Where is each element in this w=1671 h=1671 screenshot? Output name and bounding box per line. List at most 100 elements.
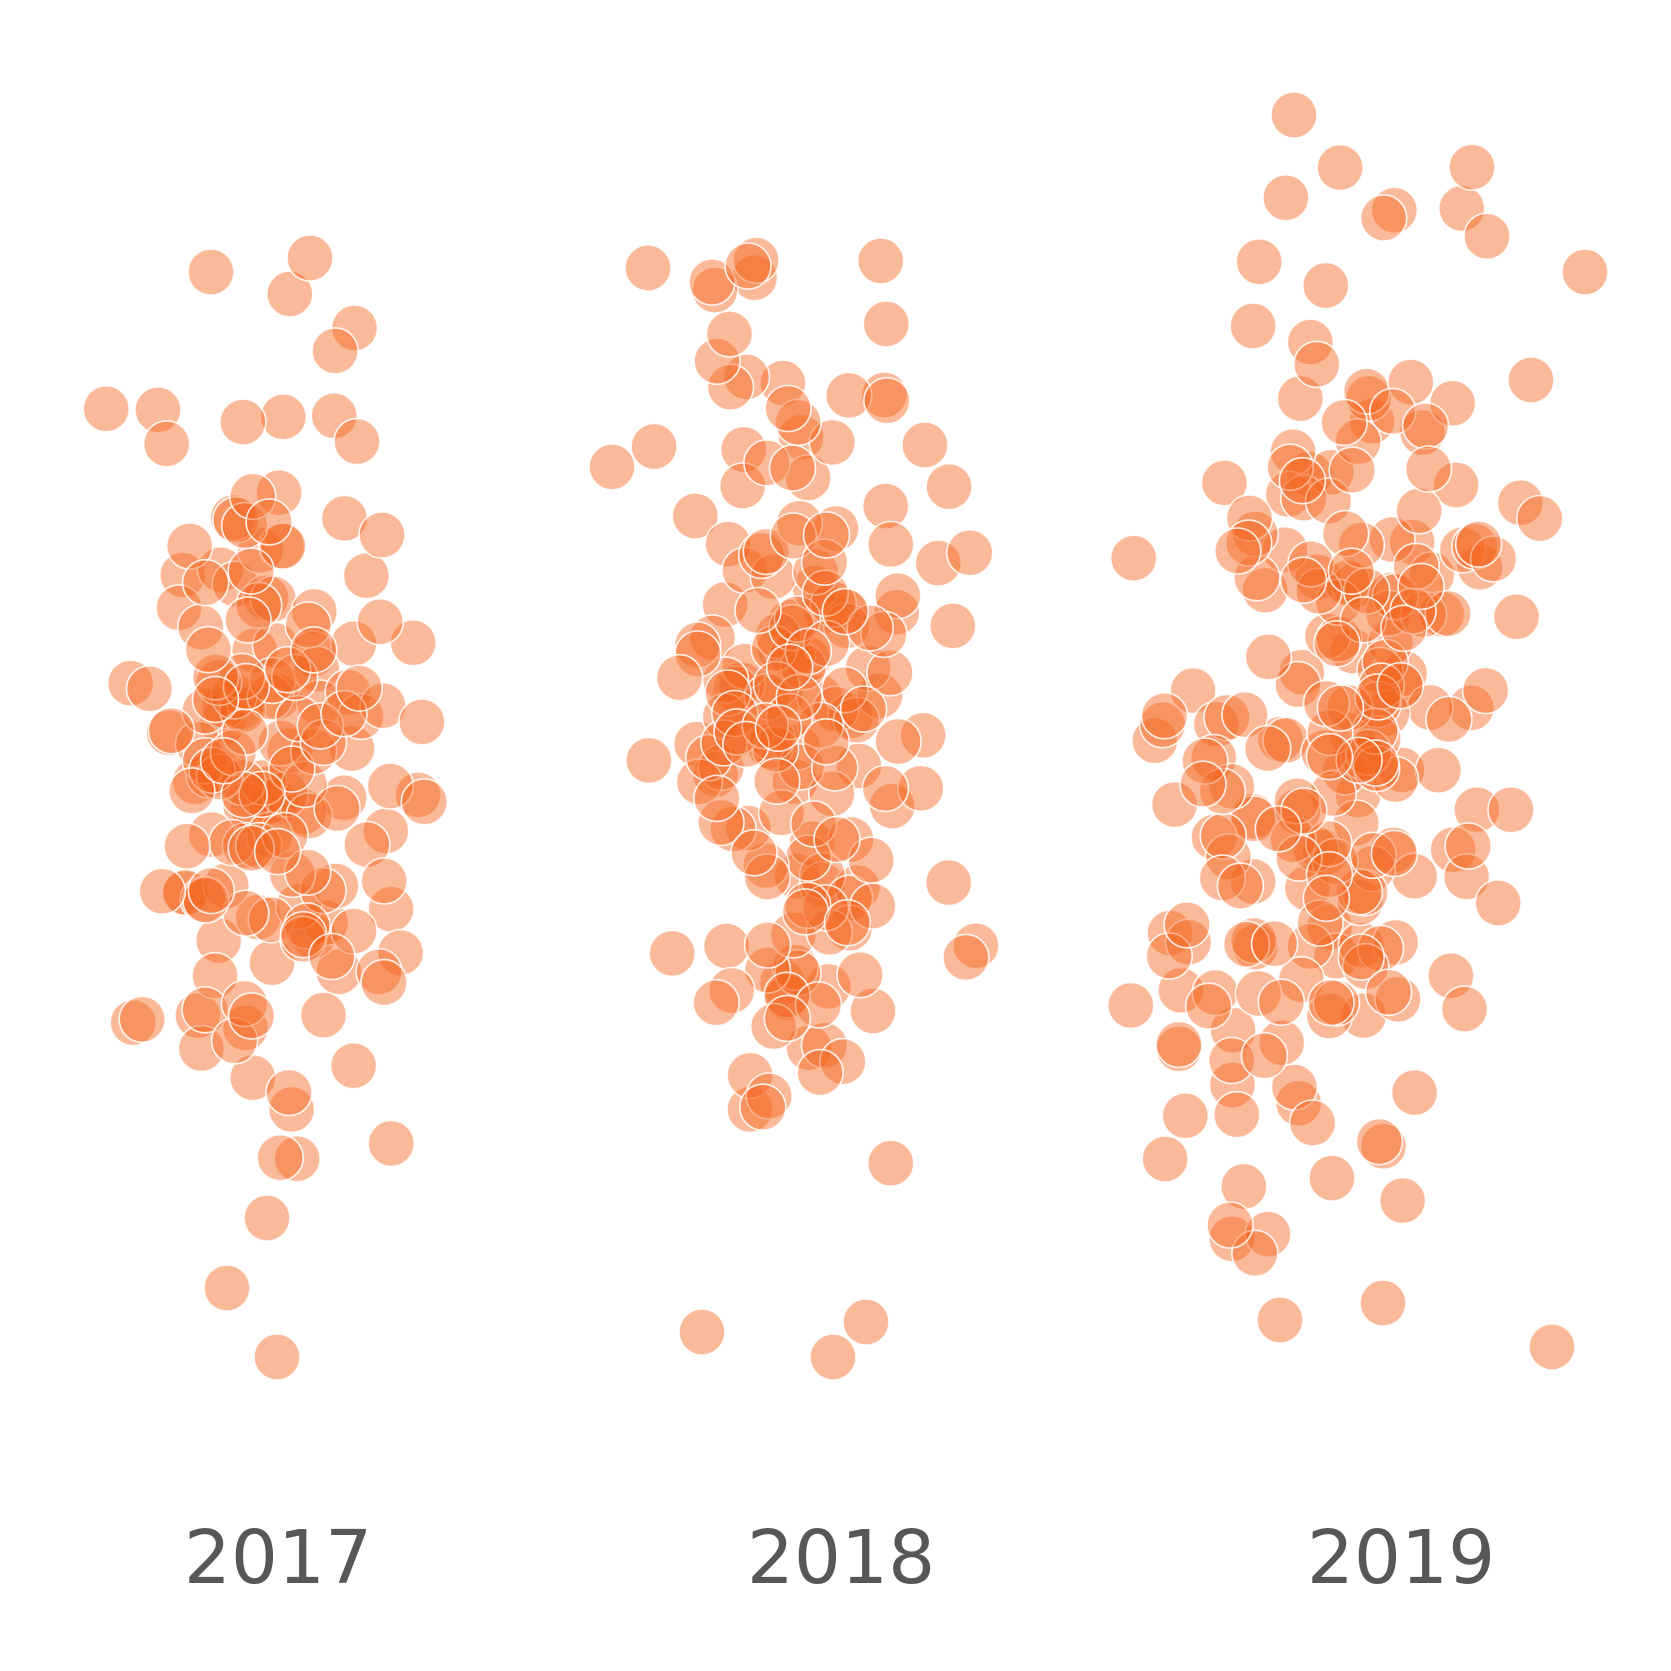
data-point — [360, 857, 409, 905]
data-point — [280, 760, 329, 809]
data-point — [688, 258, 736, 306]
data-point — [928, 602, 977, 650]
data-point — [773, 595, 822, 643]
data-point — [1280, 474, 1328, 523]
data-point — [743, 921, 792, 969]
data-point — [1380, 604, 1428, 653]
x-tick-label-2019: 2019 — [1307, 1515, 1495, 1601]
data-point — [1293, 340, 1341, 389]
data-point — [263, 645, 312, 694]
data-point — [707, 966, 756, 1015]
data-point — [155, 584, 203, 632]
data-point — [1321, 509, 1370, 558]
data-point — [1528, 1323, 1576, 1371]
data-point — [1269, 427, 1317, 476]
data-point — [220, 979, 269, 1028]
data-point — [1262, 174, 1310, 222]
data-point — [1337, 933, 1385, 981]
data-point — [268, 850, 317, 899]
data-point — [356, 597, 405, 646]
data-point — [743, 946, 792, 994]
data-point — [925, 462, 973, 511]
data-point — [1453, 785, 1501, 834]
data-point — [901, 421, 949, 469]
data-point — [222, 662, 271, 711]
data-point — [741, 701, 790, 750]
data-point — [1425, 695, 1473, 744]
data-point — [630, 422, 678, 471]
data-point — [800, 538, 849, 587]
data-point — [273, 1134, 322, 1183]
data-point — [945, 528, 994, 577]
data-point — [147, 706, 196, 755]
data-point — [777, 743, 826, 791]
data-point — [692, 978, 741, 1027]
data-point — [827, 815, 875, 864]
data-point — [1496, 478, 1545, 527]
points-layer — [82, 91, 1609, 1381]
data-point — [866, 1139, 915, 1187]
data-point — [1376, 661, 1425, 710]
data-point — [693, 337, 741, 386]
data-point — [624, 244, 672, 292]
data-point — [784, 627, 833, 676]
data-point — [1208, 1061, 1257, 1109]
data-point — [713, 708, 761, 756]
data-point — [856, 237, 905, 285]
data-point — [238, 770, 286, 819]
data-point — [1354, 673, 1402, 721]
data-point — [752, 660, 801, 709]
data-point — [125, 664, 174, 713]
data-point — [320, 689, 368, 738]
data-point — [342, 551, 391, 600]
data-point — [203, 1264, 251, 1312]
data-point — [256, 1133, 305, 1182]
data-point — [1200, 459, 1249, 507]
data-point — [1492, 592, 1541, 641]
data-point — [1316, 684, 1365, 732]
data-point — [400, 778, 449, 826]
data-point — [118, 995, 166, 1044]
data-point — [1274, 660, 1322, 709]
data-point — [1229, 916, 1278, 965]
data-point — [329, 1041, 378, 1090]
data-point — [702, 922, 751, 970]
data-point — [227, 992, 276, 1040]
data-point — [1275, 834, 1323, 882]
data-point — [1305, 732, 1354, 781]
data-point — [1179, 760, 1227, 809]
data-point — [1356, 646, 1404, 695]
data-point — [1161, 1092, 1210, 1140]
data-point — [1429, 825, 1477, 874]
data-point — [191, 675, 240, 724]
data-point — [210, 672, 258, 720]
data-point — [219, 398, 267, 446]
data-point — [1203, 693, 1251, 742]
data-point — [675, 758, 724, 806]
jitter-group-2017 — [82, 234, 449, 1381]
data-point — [796, 701, 845, 750]
data-point — [1286, 922, 1334, 971]
data-point — [1131, 716, 1179, 765]
data-point — [1229, 302, 1277, 350]
data-point — [227, 547, 275, 595]
data-point — [1241, 566, 1289, 615]
data-point — [1214, 527, 1262, 575]
data-point — [775, 673, 824, 722]
data-point — [788, 819, 836, 868]
data-point — [796, 1048, 844, 1097]
data-point — [775, 499, 824, 548]
data-point — [1327, 547, 1376, 596]
data-point — [1250, 919, 1299, 968]
data-point — [267, 1085, 316, 1134]
data-point — [863, 376, 911, 425]
data-point — [1355, 1117, 1404, 1166]
data-point — [1207, 1036, 1256, 1085]
data-point — [1424, 589, 1472, 638]
data-point — [1390, 1068, 1439, 1117]
data-point — [697, 798, 745, 847]
data-point — [367, 1119, 416, 1168]
data-point — [1244, 633, 1293, 681]
data-point — [358, 511, 406, 559]
data-point — [253, 1333, 301, 1381]
